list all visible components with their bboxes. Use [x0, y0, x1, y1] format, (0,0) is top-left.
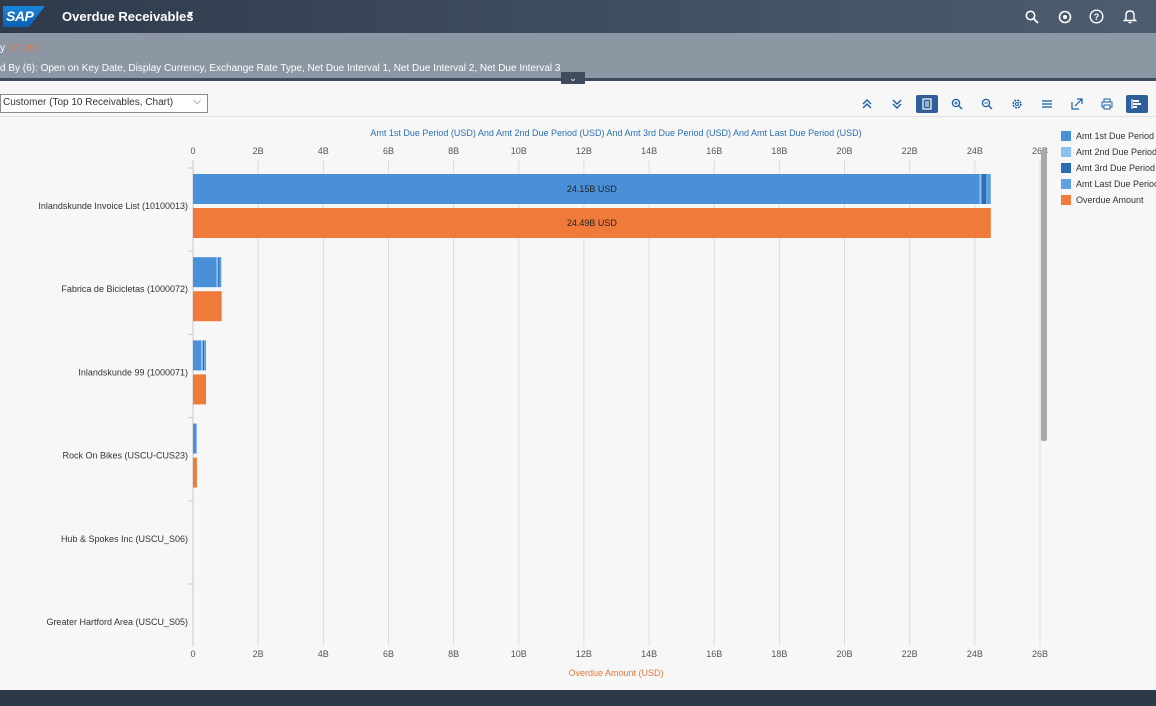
bottom-axis-title: Overdue Amount (USD)	[568, 668, 663, 678]
bottom-tick-label: 6B	[383, 649, 394, 659]
app-title[interactable]: Overdue Receivables	[62, 9, 194, 24]
settings-icon[interactable]	[1006, 95, 1028, 113]
stacked-bar-segment	[204, 340, 207, 371]
logo-text: SAP	[6, 8, 34, 24]
top-tick-label: 8B	[448, 146, 459, 156]
shell-bar: SAP Overdue Receivables ▼ ?	[0, 0, 1156, 33]
stacked-bar-segment	[216, 257, 219, 288]
legend-label: Overdue Amount	[1076, 195, 1144, 205]
top-tick-label: 10B	[511, 146, 527, 156]
category-label: Fabrica de Bicicletas (1000072)	[61, 284, 188, 294]
print-icon[interactable]	[1096, 95, 1118, 113]
help-icon[interactable]: ?	[1088, 8, 1105, 25]
top-tick-label: 0	[190, 146, 195, 156]
legend-swatch	[1061, 163, 1071, 173]
overdue-bar	[193, 208, 991, 238]
top-tick-label: 24B	[967, 146, 983, 156]
top-tick-label: 26B	[1032, 146, 1048, 156]
kpi-value: 97.76%	[10, 43, 41, 53]
top-tick-label: 16B	[706, 146, 722, 156]
top-axis-title: Amt 1st Due Period (USD) And Amt 2nd Due…	[370, 128, 861, 138]
notifications-icon[interactable]	[1121, 8, 1138, 25]
bottom-tick-label: 22B	[902, 649, 918, 659]
grouped-by-text: d By (6): Open on Key Date, Display Curr…	[0, 63, 561, 74]
category-label: Rock On Bikes (USCU-CUS23)	[62, 451, 188, 461]
overdue-bar	[193, 291, 222, 322]
stacked-bar-segment	[196, 423, 198, 454]
category-label: Greater Hartford Area (USCU_S05)	[46, 617, 188, 627]
copilot-icon[interactable]	[1056, 8, 1073, 25]
bar-chart-icon[interactable]	[1126, 95, 1148, 113]
data-label: 24.15B USD	[567, 184, 618, 194]
stacked-bar-segment	[193, 257, 217, 288]
legend-swatch	[1061, 195, 1071, 205]
top-tick-label: 14B	[641, 146, 657, 156]
overdue-bar	[193, 374, 207, 405]
toolbar-divider	[0, 116, 1156, 117]
stacked-bar-segment	[981, 174, 987, 204]
legend-swatch	[1061, 147, 1071, 157]
search-icon[interactable]	[1023, 8, 1040, 25]
stacked-bar-segment	[193, 340, 202, 371]
fullscreen-icon[interactable]	[1066, 95, 1088, 113]
chevron-down-icon: ⌵	[193, 96, 201, 107]
top-tick-label: 22B	[902, 146, 918, 156]
legend-label: Amt 1st Due Period	[1076, 131, 1155, 141]
top-tick-label: 6B	[383, 146, 394, 156]
kpi-label: y	[0, 43, 5, 54]
stacked-bar-segment	[193, 174, 980, 204]
top-tick-label: 12B	[576, 146, 592, 156]
legend-label: Amt 3rd Due Period	[1076, 163, 1156, 173]
stacked-bar-segment	[986, 174, 991, 204]
stacked-bar-segment	[202, 340, 205, 371]
legend-label: Amt 2nd Due Period	[1076, 147, 1156, 157]
bottom-tick-label: 16B	[706, 649, 722, 659]
bottom-tick-label: 24B	[967, 649, 983, 659]
legend-swatch	[1061, 179, 1071, 189]
collapse-all-icon[interactable]	[856, 95, 878, 113]
title-dropdown-icon[interactable]: ▼	[186, 9, 195, 19]
data-label: 24.49B USD	[567, 218, 618, 228]
legend-icon[interactable]	[1036, 95, 1058, 113]
top-tick-label: 18B	[771, 146, 787, 156]
view-selector-value: Customer (Top 10 Receivables, Chart)	[3, 97, 174, 108]
expand-all-icon[interactable]	[886, 95, 908, 113]
vertical-scrollbar[interactable]	[1041, 149, 1047, 441]
bottom-tick-label: 14B	[641, 649, 657, 659]
collapse-header-button[interactable]: ⌄	[561, 72, 585, 86]
bottom-tick-label: 20B	[837, 649, 853, 659]
footer-bar	[0, 690, 1156, 706]
zoom-out-icon[interactable]	[976, 95, 998, 113]
bottom-tick-label: 18B	[771, 649, 787, 659]
view-selector[interactable]: Customer (Top 10 Receivables, Chart) ⌵	[0, 94, 208, 113]
stacked-bar-segment	[979, 174, 982, 204]
bottom-tick-label: 2B	[253, 649, 264, 659]
legend-swatch	[1061, 131, 1071, 141]
top-tick-label: 20B	[837, 146, 853, 156]
stacked-bar-segment	[218, 257, 220, 288]
top-tick-label: 4B	[318, 146, 329, 156]
svg-text:?: ?	[1094, 12, 1100, 22]
stacked-bar-segment	[201, 340, 203, 371]
stacked-bar-segment	[193, 423, 197, 454]
bottom-tick-label: 0	[190, 649, 195, 659]
stacked-bar-segment	[219, 257, 222, 288]
legend-label: Amt Last Due Period	[1076, 179, 1156, 189]
overdue-bar	[193, 457, 197, 488]
category-label: Inlandskunde 99 (1000071)	[78, 367, 188, 377]
chart-table-toggle-icon[interactable]	[916, 95, 938, 113]
top-tick-label: 2B	[253, 146, 264, 156]
bottom-tick-label: 8B	[448, 649, 459, 659]
bottom-tick-label: 4B	[318, 649, 329, 659]
zoom-in-icon[interactable]	[946, 95, 968, 113]
bottom-tick-label: 12B	[576, 649, 592, 659]
category-label: Hub & Spokes Inc (USCU_S06)	[61, 534, 188, 544]
bottom-tick-label: 26B	[1032, 649, 1048, 659]
category-label: Inlandskunde Invoice List (10100013)	[38, 201, 188, 211]
bottom-tick-label: 10B	[511, 649, 527, 659]
